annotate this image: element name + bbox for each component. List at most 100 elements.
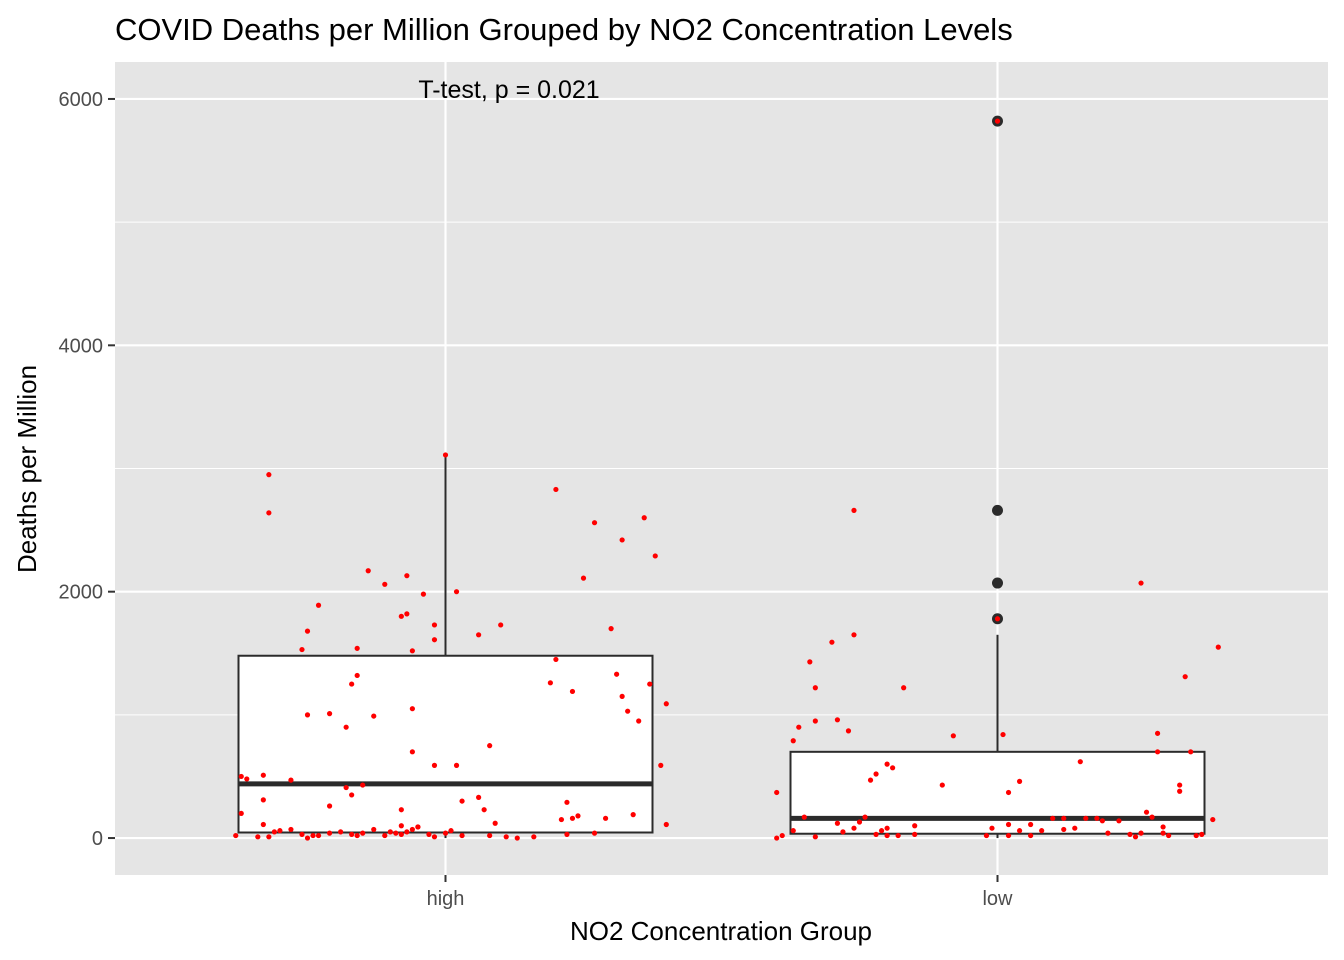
data-point [1016, 828, 1023, 834]
data-point [304, 712, 311, 718]
data-point [1061, 815, 1067, 821]
data-point [1177, 788, 1183, 794]
data-point [266, 472, 272, 478]
data-point [1116, 818, 1122, 824]
data-point [796, 724, 802, 730]
data-point [1149, 814, 1155, 820]
data-point [387, 829, 393, 835]
data-point [238, 810, 244, 817]
data-point [343, 784, 349, 791]
data-point [1127, 831, 1133, 837]
data-point [349, 681, 355, 687]
data-point [260, 821, 266, 828]
data-point [349, 792, 355, 798]
data-point [354, 832, 360, 839]
data-point [266, 834, 272, 840]
data-point [652, 553, 658, 559]
data-point [266, 510, 272, 516]
data-point [404, 611, 410, 617]
data-point [845, 728, 852, 734]
data-point [774, 835, 780, 841]
x-axis-ticks: high low [427, 875, 1013, 910]
data-point [790, 828, 796, 834]
data-point [812, 718, 818, 724]
data-point [856, 819, 863, 825]
data-point [415, 824, 421, 830]
data-point [1138, 830, 1144, 836]
data-point [1105, 830, 1111, 836]
data-point [1154, 749, 1161, 755]
data-point [442, 452, 449, 458]
data-point [895, 832, 901, 839]
data-point [371, 826, 377, 833]
data-point [326, 803, 333, 809]
data-point [547, 680, 553, 686]
data-point [834, 717, 841, 723]
outlier-point [992, 577, 1003, 589]
data-point [365, 568, 371, 574]
data-point [619, 537, 625, 543]
data-point [260, 797, 266, 803]
data-point [420, 591, 427, 597]
y-axis-ticks: 0 2000 4000 6000 [59, 89, 115, 850]
data-point [834, 820, 841, 826]
data-point [878, 828, 885, 834]
data-point [299, 831, 305, 837]
data-point [1072, 825, 1078, 831]
data-point [349, 831, 355, 837]
data-point [862, 814, 868, 820]
data-point [1094, 815, 1100, 821]
data-point [1215, 644, 1221, 650]
data-point [801, 814, 807, 820]
data-point [1199, 831, 1205, 837]
data-point [983, 832, 990, 839]
data-point [851, 632, 857, 638]
data-point [360, 830, 366, 836]
data-point [1154, 730, 1161, 736]
data-point [448, 828, 454, 834]
data-point [553, 486, 559, 493]
x-tick-label: low [982, 888, 1013, 910]
data-point [382, 832, 388, 839]
data-point [371, 713, 377, 719]
data-point [244, 776, 250, 782]
data-point [994, 616, 1001, 622]
data-point [994, 118, 1001, 124]
x-tick-label: high [427, 888, 465, 910]
data-point [774, 789, 780, 796]
data-point [1050, 815, 1056, 821]
data-point [503, 834, 509, 840]
data-point [890, 765, 896, 771]
data-point [304, 628, 311, 634]
data-point [310, 832, 316, 839]
data-point [1061, 826, 1067, 833]
data-point [459, 798, 465, 804]
data-point [1000, 731, 1006, 738]
data-point [476, 632, 482, 638]
data-point [1028, 832, 1034, 839]
y-tick-label: 6000 [59, 89, 104, 111]
data-point [1028, 821, 1034, 828]
data-point [398, 831, 404, 837]
data-point [382, 581, 388, 587]
x-axis-label: NO2 Concentration Group [570, 916, 872, 946]
data-point [299, 646, 305, 653]
data-point [326, 830, 333, 836]
data-point [1193, 832, 1199, 839]
data-point [989, 825, 995, 831]
data-point [812, 834, 818, 840]
t-test-annotation: T-test, p = 0.021 [418, 76, 599, 104]
data-point [431, 762, 438, 768]
data-point [1166, 832, 1172, 839]
data-point [1160, 830, 1166, 836]
data-point [812, 685, 818, 691]
y-tick-label: 4000 [59, 335, 104, 357]
data-point [884, 761, 890, 767]
data-point [431, 637, 438, 643]
data-point [614, 671, 620, 677]
data-point [1077, 759, 1083, 765]
data-point [564, 799, 570, 805]
data-point [950, 733, 956, 739]
y-tick-label: 2000 [59, 582, 104, 604]
